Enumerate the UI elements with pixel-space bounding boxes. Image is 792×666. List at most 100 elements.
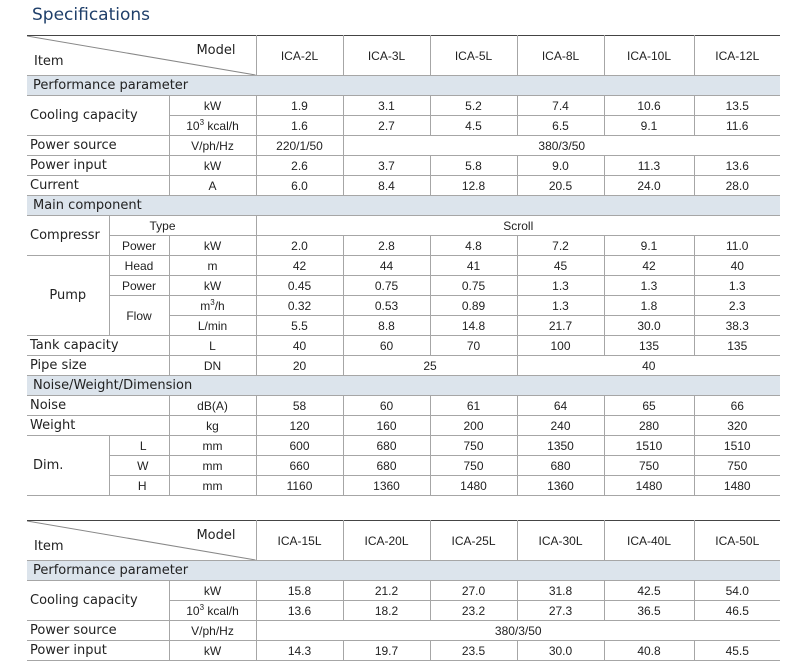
value-cell: 1.6 bbox=[255, 115, 344, 136]
row-label: Pump bbox=[27, 255, 110, 336]
section-label: Main component bbox=[27, 195, 780, 216]
unit-cell: kW bbox=[168, 275, 257, 296]
value-cell: 40.8 bbox=[603, 640, 695, 661]
row-label: Pipe size bbox=[27, 355, 170, 376]
model-ica-40l: ICA-40L bbox=[603, 520, 695, 561]
value-cell: 1360 bbox=[516, 475, 605, 496]
value-cell: 6.0 bbox=[255, 175, 344, 196]
row-label: Power input bbox=[27, 155, 170, 176]
value-cell: 11.3 bbox=[603, 155, 695, 176]
value-cell: 680 bbox=[342, 455, 431, 476]
value-cell: 66 bbox=[693, 395, 780, 416]
value-cell: 31.8 bbox=[516, 580, 605, 601]
row-sublabel: Type bbox=[108, 215, 257, 236]
unit-cell: kW bbox=[168, 580, 257, 601]
value-cell: 9.0 bbox=[516, 155, 605, 176]
table-row: Power input kW 14.3 19.7 23.5 30.0 40.8 … bbox=[27, 640, 780, 661]
section-performance: Performance parameter bbox=[27, 75, 780, 96]
model-ica-50l: ICA-50L bbox=[693, 520, 780, 561]
row-sublabel: Flow bbox=[108, 295, 170, 336]
value-cell: 1.3 bbox=[516, 275, 605, 296]
value-cell: 21.2 bbox=[342, 580, 431, 601]
value-cell: Scroll bbox=[255, 215, 780, 236]
value-cell: 0.45 bbox=[255, 275, 344, 296]
model-ica-12l: ICA-12L bbox=[693, 35, 780, 76]
row-sublabel: Power bbox=[108, 275, 170, 296]
value-cell: 1.3 bbox=[603, 275, 695, 296]
value-cell: 60 bbox=[342, 395, 431, 416]
row-label: Dim. bbox=[27, 435, 110, 496]
value-cell: 1.3 bbox=[693, 275, 780, 296]
value-cell: 4.8 bbox=[429, 235, 518, 256]
value-cell: 1350 bbox=[516, 435, 605, 456]
table-row: Tank capacity L 40 60 70 100 135 135 bbox=[27, 335, 780, 356]
row-sublabel: H bbox=[108, 475, 170, 496]
row-label: Power input bbox=[27, 640, 170, 661]
unit-cell: dB(A) bbox=[168, 395, 257, 416]
value-cell: 20.5 bbox=[516, 175, 605, 196]
model-ica-10l: ICA-10L bbox=[603, 35, 695, 76]
value-cell: 1160 bbox=[255, 475, 344, 496]
row-label: Current bbox=[27, 175, 170, 196]
value-cell: 750 bbox=[429, 435, 518, 456]
value-cell: 120 bbox=[255, 415, 344, 436]
value-cell: 42 bbox=[255, 255, 344, 276]
value-cell: 380/3/50 bbox=[342, 135, 780, 156]
value-cell: 200 bbox=[429, 415, 518, 436]
value-cell: 9.1 bbox=[603, 235, 695, 256]
value-cell: 2.6 bbox=[255, 155, 344, 176]
value-cell: 5.8 bbox=[429, 155, 518, 176]
table-header-row: Model Item ICA-2L ICA-3L ICA-5L ICA-8L I… bbox=[27, 35, 780, 76]
value-cell: 11.0 bbox=[693, 235, 780, 256]
value-cell: 0.32 bbox=[255, 295, 344, 316]
table-row: W mm 660 680 750 680 750 750 bbox=[27, 455, 780, 476]
table-row: Dim. L mm 600 680 750 1350 1510 1510 bbox=[27, 435, 780, 496]
model-ica-5l: ICA-5L bbox=[429, 35, 518, 76]
value-cell: 30.0 bbox=[603, 315, 695, 336]
value-cell: 1480 bbox=[603, 475, 695, 496]
value-cell: 320 bbox=[693, 415, 780, 436]
value-cell: 2.8 bbox=[342, 235, 431, 256]
value-cell: 21.7 bbox=[516, 315, 605, 336]
value-cell: 1.8 bbox=[603, 295, 695, 316]
unit-cell: L bbox=[168, 335, 257, 356]
value-cell: 27.3 bbox=[516, 600, 605, 621]
value-cell: 30.0 bbox=[516, 640, 605, 661]
row-label: Tank capacity bbox=[27, 335, 170, 356]
value-cell: 15.8 bbox=[255, 580, 344, 601]
value-cell: 100 bbox=[516, 335, 605, 356]
value-cell: 1510 bbox=[693, 435, 780, 456]
model-ica-2l: ICA-2L bbox=[255, 35, 344, 76]
unit-cell: 103 kcal/h bbox=[168, 115, 257, 136]
unit-cell: A bbox=[168, 175, 257, 196]
value-cell: 0.75 bbox=[429, 275, 518, 296]
table-header-row: Model Item ICA-15L ICA-20L ICA-25L ICA-3… bbox=[27, 520, 780, 561]
value-cell: 135 bbox=[603, 335, 695, 356]
header-item-label: Item bbox=[34, 539, 64, 554]
value-cell: 135 bbox=[693, 335, 780, 356]
value-cell: 8.4 bbox=[342, 175, 431, 196]
header-item-label: Item bbox=[34, 54, 64, 69]
model-ica-3l: ICA-3L bbox=[342, 35, 431, 76]
unit-cell: mm bbox=[168, 455, 257, 476]
table-row: Pump Head m 42 44 41 45 42 40 bbox=[27, 255, 780, 336]
value-cell: 1480 bbox=[693, 475, 780, 496]
row-sublabel: W bbox=[108, 455, 170, 476]
value-cell: 7.4 bbox=[516, 95, 605, 116]
value-cell: 70 bbox=[429, 335, 518, 356]
row-label: Compressr bbox=[27, 215, 110, 256]
section-label: Noise/Weight/Dimension bbox=[27, 375, 780, 396]
unit-cell: 103 kcal/h bbox=[168, 600, 257, 621]
value-cell: 23.2 bbox=[429, 600, 518, 621]
unit-cell: kW bbox=[168, 640, 257, 661]
value-cell: 13.6 bbox=[693, 155, 780, 176]
value-cell: 42 bbox=[603, 255, 695, 276]
value-cell: 220/1/50 bbox=[255, 135, 344, 156]
row-label: Noise bbox=[27, 395, 170, 416]
value-cell: 20 bbox=[255, 355, 344, 376]
value-cell: 3.1 bbox=[342, 95, 431, 116]
value-cell: 36.5 bbox=[603, 600, 695, 621]
value-cell: 750 bbox=[603, 455, 695, 476]
value-cell: 160 bbox=[342, 415, 431, 436]
value-cell: 750 bbox=[693, 455, 780, 476]
